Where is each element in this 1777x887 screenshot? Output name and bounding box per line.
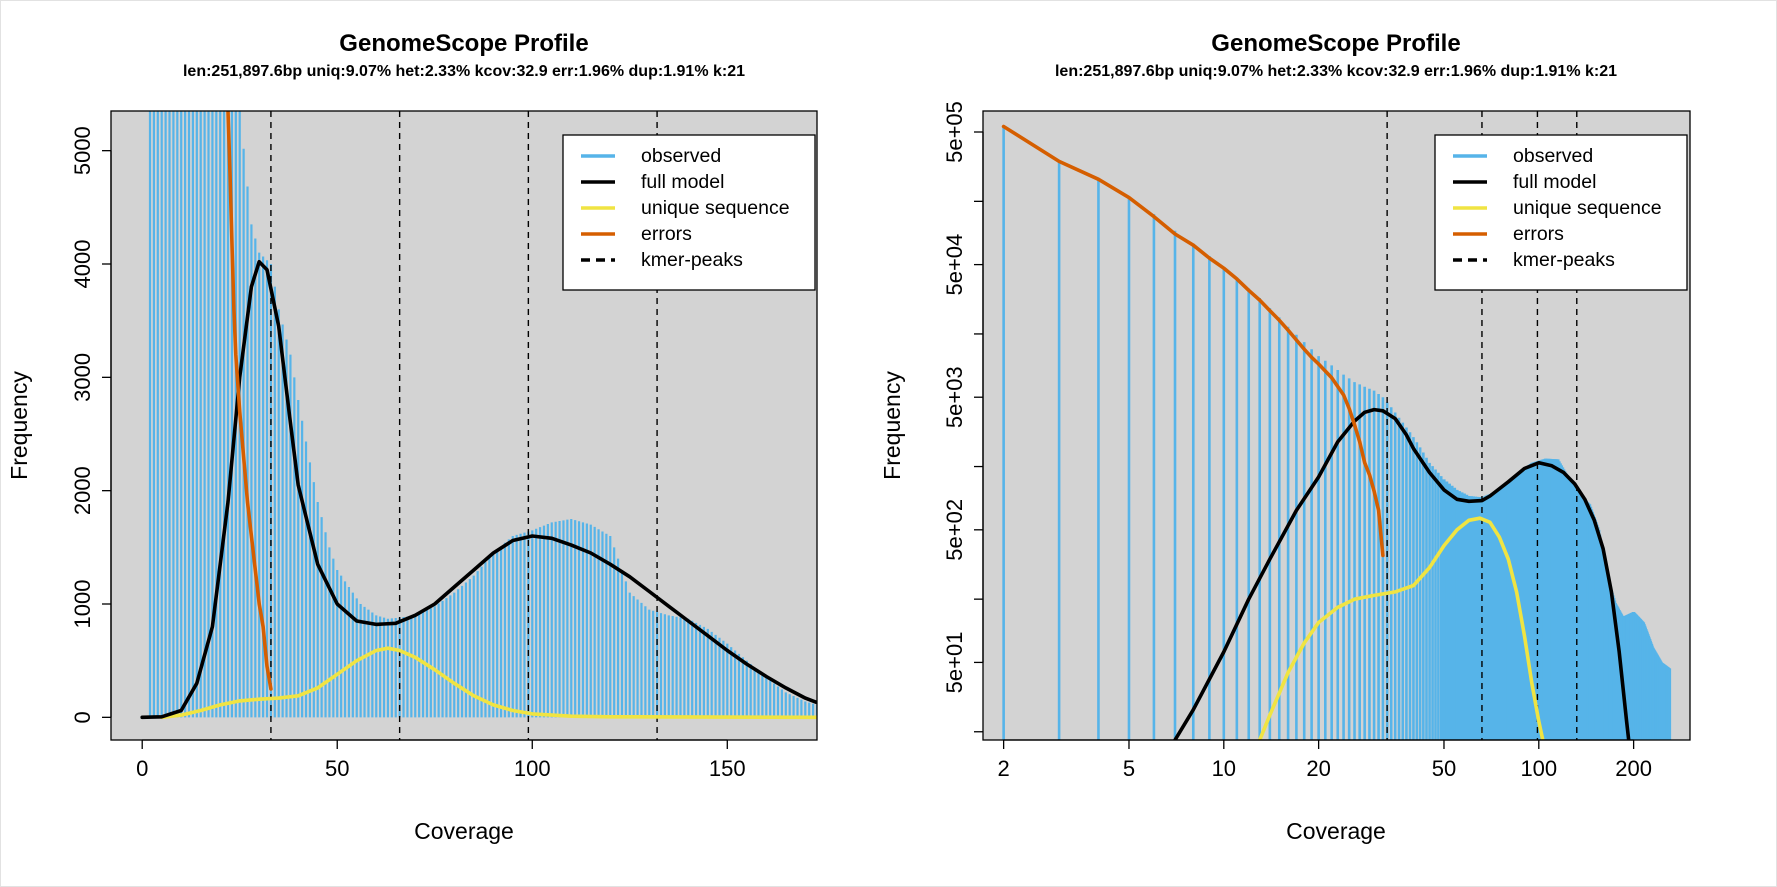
x-axis-label: Coverage — [414, 818, 514, 844]
errors-curve — [226, 111, 273, 691]
legend-label: errors — [1513, 223, 1564, 245]
y-tick-label: 4000 — [70, 240, 95, 289]
chart-title: GenomeScope Profile — [339, 30, 588, 57]
unique-sequence-curve — [1257, 516, 1545, 740]
legend: observed full model unique sequence errors k… — [562, 134, 816, 291]
y-tick-label: 2000 — [70, 466, 95, 515]
errors-curve — [1001, 124, 1385, 558]
x-axis-label: Coverage — [1286, 818, 1386, 844]
y-tick-label: 5e+04 — [942, 234, 967, 296]
x-tick-label: 2 — [998, 756, 1010, 781]
chart-log: GenomeScope Profile len:251,897.6bp uniq:… — [879, 30, 1691, 844]
unique-sequence-curve — [159, 646, 817, 720]
x-tick-label: 50 — [325, 756, 349, 781]
legend-label: observed — [1513, 145, 1593, 167]
legend-box — [1434, 134, 1688, 291]
y-tick-label: 5e+03 — [942, 366, 967, 428]
plot-area — [1001, 111, 1672, 740]
chart-title: GenomeScope Profile — [1211, 30, 1460, 57]
chart-linear: GenomeScope Profile len:251,897.6bp uniq:… — [6, 30, 818, 844]
plot-area — [140, 111, 817, 740]
y-tick-label: 5000 — [70, 126, 95, 175]
legend-label: unique sequence — [1513, 197, 1662, 219]
x-tick-label: 100 — [514, 756, 551, 781]
x-tick-label: 150 — [709, 756, 746, 781]
x-tick-label: 200 — [1615, 756, 1652, 781]
legend-label: unique sequence — [641, 197, 790, 219]
x-tick-label: 20 — [1306, 756, 1330, 781]
full-model-curve — [1173, 407, 1631, 740]
chart-subtitle: len:251,897.6bp uniq:9.07% het:2.33% kco… — [183, 63, 745, 80]
legend-label: observed — [641, 145, 721, 167]
x-tick-label: 5 — [1123, 756, 1135, 781]
legend-label: kmer-peaks — [641, 249, 743, 271]
x-tick-label: 100 — [1520, 756, 1557, 781]
legend-label: errors — [641, 223, 692, 245]
legend-label: full model — [641, 171, 724, 193]
y-tick-label: 1000 — [70, 580, 95, 629]
legend-box — [562, 134, 816, 291]
x-tick-label: 10 — [1212, 756, 1236, 781]
y-tick-label: 5e+01 — [942, 632, 967, 694]
legend-label: full model — [1513, 171, 1596, 193]
x-tick-label: 0 — [136, 756, 148, 781]
legend-label: kmer-peaks — [1513, 249, 1615, 271]
y-axis-label: Frequency — [879, 371, 905, 480]
y-tick-label: 0 — [70, 711, 95, 723]
chart-subtitle: len:251,897.6bp uniq:9.07% het:2.33% kco… — [1055, 63, 1617, 80]
full-model-curve — [140, 259, 817, 720]
x-tick-label: 50 — [1432, 756, 1456, 781]
y-axis-label: Frequency — [6, 371, 32, 480]
y-tick-label: 5e+02 — [942, 499, 967, 561]
y-tick-label: 3000 — [70, 353, 95, 402]
legend: observed full model unique sequence errors k… — [1434, 134, 1688, 291]
y-tick-label: 5e+05 — [942, 101, 967, 163]
